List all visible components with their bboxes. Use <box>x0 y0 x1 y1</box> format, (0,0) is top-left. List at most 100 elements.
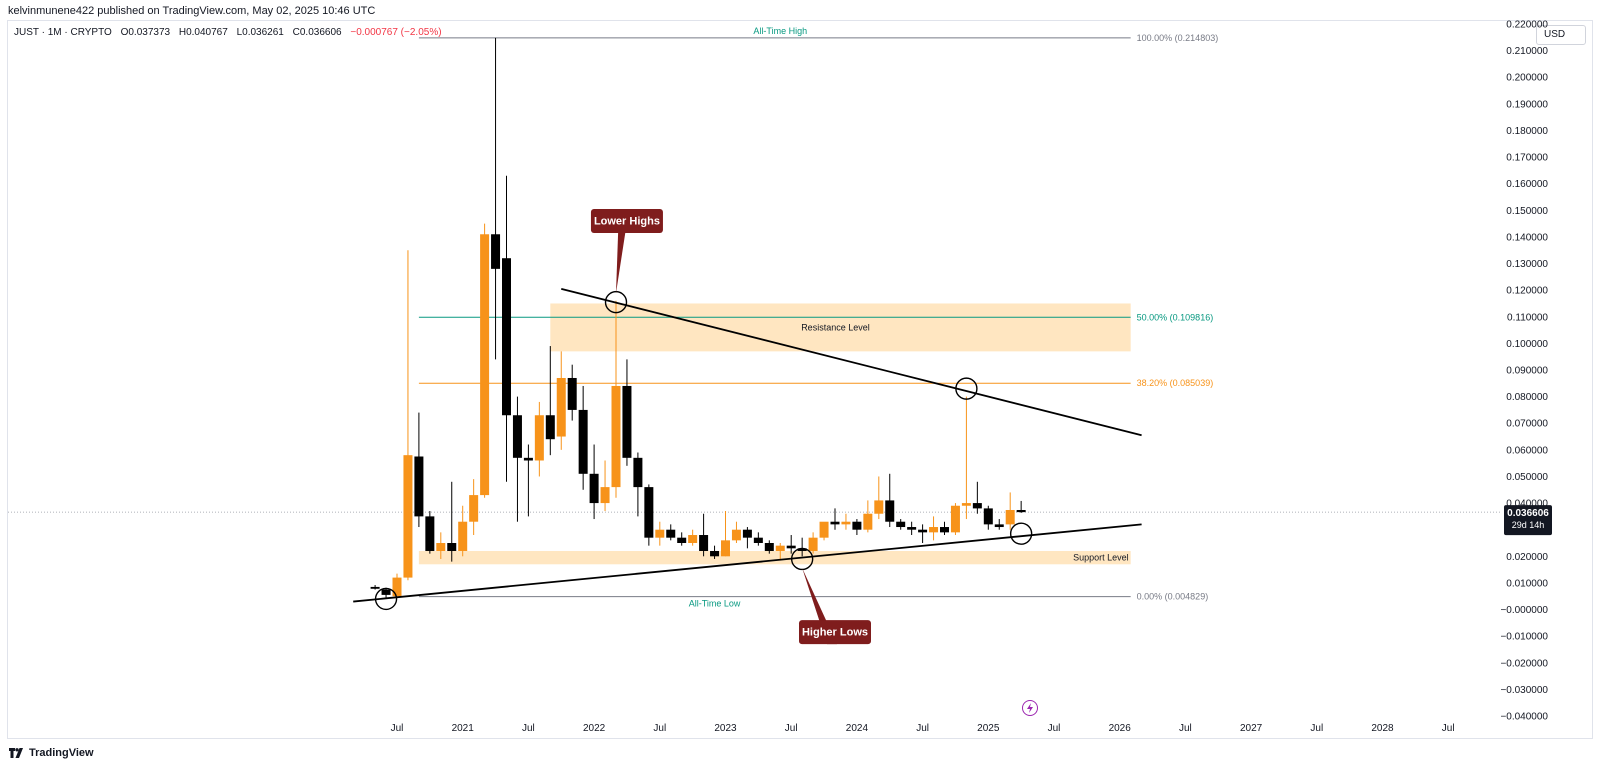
legend-high: H0.040767 <box>178 27 228 38</box>
candle-body <box>721 540 730 557</box>
y-tick-label: 0.040000 <box>1506 499 1548 510</box>
candle-body <box>545 415 555 440</box>
level-label: All-Time Low <box>689 599 741 609</box>
zone-label: Support Level <box>1073 553 1129 563</box>
highlight-circle <box>1009 522 1033 545</box>
candle-body <box>578 409 588 474</box>
zone-rect <box>418 550 1131 565</box>
candle-body <box>425 516 435 551</box>
x-tick-label: Jul <box>785 723 798 734</box>
candle-body <box>370 586 380 589</box>
price-badge <box>1504 505 1552 536</box>
tradingview-logo-icon <box>9 748 23 758</box>
currency-button[interactable]: USD <box>1536 25 1586 45</box>
callout-box <box>799 620 871 645</box>
legend-symbol[interactable]: JUST · 1M · CRYPTO <box>14 27 112 38</box>
axis-layer: 0.220000 0.210000 0.200000 0.190000 0.180000… <box>391 20 1552 734</box>
candle-body <box>961 503 971 506</box>
y-tick-label: 0.200000 <box>1506 73 1548 84</box>
zones-layer: Resistance Level Support Level <box>418 303 1131 565</box>
candle-body <box>929 527 939 533</box>
x-tick-label: Jul <box>1048 723 1061 734</box>
y-tick-label: 0.210000 <box>1506 46 1548 57</box>
highlight-circle <box>604 290 628 314</box>
candle-body <box>852 521 862 530</box>
y-tick-label: 0.170000 <box>1506 153 1548 164</box>
candle-body <box>808 537 818 551</box>
candle-body <box>907 527 917 530</box>
level-label: All-Time High <box>753 26 807 36</box>
fib-level-label: 0.00% (0.004829) <box>1137 592 1209 602</box>
y-tick-label: 0.150000 <box>1506 206 1548 217</box>
candle-body <box>567 377 577 410</box>
candle-body <box>414 456 424 517</box>
y-tick-label: 0.090000 <box>1506 366 1548 377</box>
candle-body <box>874 500 884 514</box>
candle-body <box>983 508 993 525</box>
x-tick-label: 2023 <box>714 723 737 734</box>
price-badge-countdown: 29d 14h <box>1512 520 1545 530</box>
y-tick-label: −0.040000 <box>1500 712 1548 723</box>
callout-label: Lower Highs <box>594 215 660 227</box>
candle-body <box>502 258 511 416</box>
y-tick-label: −0.000000 <box>1500 605 1548 616</box>
candle-body <box>381 589 391 595</box>
y-tick-label: 0.120000 <box>1506 286 1548 297</box>
candle-body <box>775 545 785 551</box>
candle-body <box>512 415 522 458</box>
footer-brand: TradingView <box>29 747 94 759</box>
fib-level-label: 38.20% (0.085039) <box>1137 378 1214 388</box>
candle-body <box>786 545 796 549</box>
highlight-circle <box>955 377 978 400</box>
candle-body <box>436 543 446 551</box>
candle-body <box>491 234 501 269</box>
tradingview-footer[interactable]: TradingView <box>9 745 94 761</box>
candle-body <box>688 535 698 543</box>
candles-layer <box>370 37 1026 598</box>
x-tick-label: 2024 <box>846 723 869 734</box>
candle-body <box>633 457 643 488</box>
y-tick-label: 0.010000 <box>1506 578 1548 589</box>
y-tick-label: 0.220000 <box>1506 20 1548 31</box>
candle-body <box>611 385 621 488</box>
y-tick-label: 0.140000 <box>1506 232 1548 243</box>
candle-body <box>523 457 533 461</box>
x-tick-label: Jul <box>653 723 666 734</box>
candle-body <box>731 529 741 541</box>
candle-body <box>764 543 774 551</box>
candle-body <box>841 521 851 525</box>
candle-body <box>940 527 949 533</box>
x-tick-label: 2027 <box>1240 723 1263 734</box>
x-tick-label: 2022 <box>583 723 606 734</box>
candle-body <box>885 500 895 522</box>
candle-body <box>863 513 873 530</box>
y-tick-label: 0.050000 <box>1506 472 1548 483</box>
candle-body <box>742 529 752 538</box>
candle-body <box>797 548 807 551</box>
candle-body <box>699 535 709 551</box>
x-tick-label: 2025 <box>977 723 1000 734</box>
zone-label: Resistance Level <box>801 322 870 332</box>
fib-layer: 100.00% (0.214803) 50.00% (0.109816) 38.20… <box>418 26 1219 609</box>
fib-level-label: 50.00% (0.109816) <box>1137 312 1214 322</box>
y-tick-label: −0.030000 <box>1500 685 1548 696</box>
legend-open: O0.037373 <box>120 27 171 38</box>
candle-body <box>392 577 402 597</box>
candle-body <box>1016 509 1026 513</box>
publisher-line: kelvinmunene422 published on TradingView… <box>8 5 376 17</box>
candle-body <box>458 521 468 551</box>
candle-body <box>1005 509 1015 525</box>
legend-low: L0.036261 <box>236 27 284 38</box>
y-tick-label: −0.020000 <box>1500 658 1548 669</box>
candle-body <box>918 529 928 533</box>
price-badge-value: 0.036606 <box>1507 508 1549 519</box>
candle-body <box>480 234 490 496</box>
lightning-icon <box>1022 700 1038 716</box>
zone-rect <box>550 303 1131 352</box>
fib-level-label: 100.00% (0.214803) <box>1137 33 1219 43</box>
candle-body <box>447 543 457 551</box>
y-tick-label: −0.010000 <box>1500 632 1548 643</box>
candle-body <box>972 503 982 509</box>
candle-body <box>830 521 840 525</box>
